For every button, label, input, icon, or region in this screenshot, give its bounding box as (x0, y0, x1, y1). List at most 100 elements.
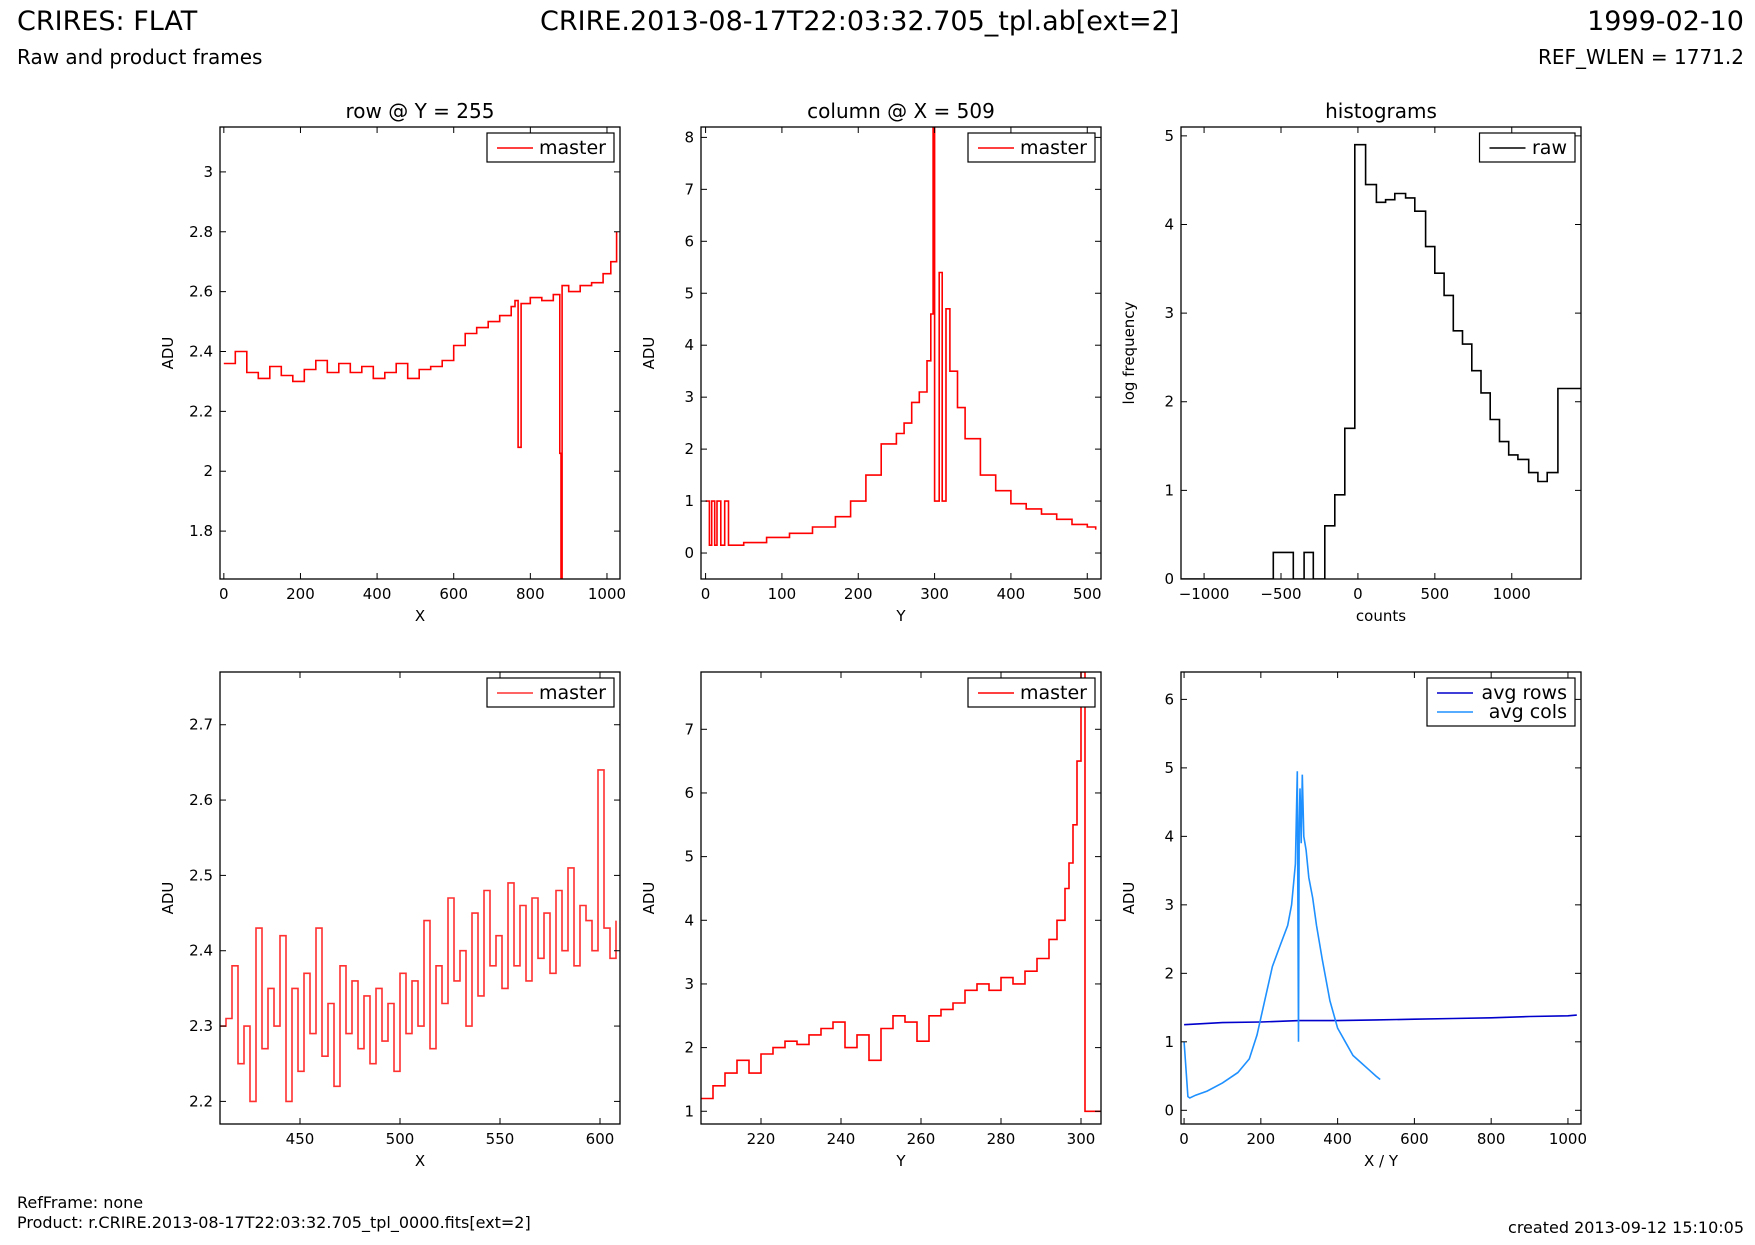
y-tick-label: 4 (684, 336, 694, 354)
y-tick-label: 7 (684, 720, 694, 738)
y-tick-label: 2 (684, 440, 694, 458)
y-tick-label: 5 (684, 848, 694, 866)
y-tick-label: 7 (684, 180, 694, 198)
series-line-master (223, 231, 618, 579)
report-title: CRIRES: FLAT (17, 6, 198, 37)
y-tick-label: 2 (684, 1039, 694, 1057)
x-tick-label: 1000 (588, 585, 626, 603)
x-tick-label: −1000 (1179, 585, 1230, 603)
legend: master (486, 677, 615, 708)
y-tick-label: 5 (1164, 127, 1174, 145)
x-tick-label: 200 (844, 585, 873, 603)
chart-panel-6: 0 200 400 600 800 1000 0 1 2 3 4 5 6 X / Y ADU avg rows… (1120, 671, 1587, 1170)
y-tick-label: 2.3 (189, 1017, 213, 1035)
y-axis-label: ADU (159, 337, 177, 370)
plot-frame (219, 126, 621, 580)
y-tick-label: 2.2 (189, 1092, 213, 1110)
x-tick-label: 500 (1421, 585, 1450, 603)
y-axis-label: ADU (1120, 882, 1138, 915)
y-tick-label: 4 (1164, 215, 1174, 233)
x-axis-label: counts (1356, 607, 1406, 625)
series-line-avg-rows (1184, 1014, 1577, 1026)
plot-frame (219, 671, 621, 1125)
x-tick-label: 450 (286, 1130, 315, 1148)
legend: master (967, 132, 1096, 163)
series-line-master (701, 672, 1101, 1113)
plot-frame (700, 671, 1102, 1125)
y-tick-label: 4 (684, 911, 694, 929)
x-tick-label: 0 (1179, 1130, 1189, 1148)
y-tick-label: 6 (1164, 690, 1174, 708)
series-line-master (220, 769, 617, 1103)
series-line-raw (1181, 143, 1581, 579)
ref-wlen: REF_WLEN = 1771.2 (1537, 45, 1744, 69)
plot-frame (700, 126, 1102, 580)
x-axis-label: X (415, 607, 425, 625)
x-axis-label: Y (895, 607, 906, 625)
y-tick-label: 2.6 (189, 791, 213, 809)
y-tick-label: 1 (1164, 481, 1174, 499)
x-tick-label: 800 (1477, 1130, 1506, 1148)
y-axis-label: ADU (159, 882, 177, 915)
x-tick-label: 600 (1400, 1130, 1429, 1148)
y-tick-label: 4 (1164, 827, 1174, 845)
y-tick-label: 1 (684, 492, 694, 510)
plot-frame (1180, 671, 1582, 1125)
y-axis-label: log frequency (1120, 301, 1138, 404)
chart-panel-5: 220 240 260 280 300 1 2 3 4 5 6 7 Y ADU master (640, 671, 1102, 1170)
chart-title: histograms (1325, 99, 1437, 123)
chart-panel-2: 0 100 200 300 400 500 0 1 2 3 4 5 6 7 8 column @ X = 50… (640, 99, 1102, 625)
y-tick-label: 3 (1164, 304, 1174, 322)
chart-panel-1: 0 200 400 600 800 1000 1.8 2 2.2 2.4 2.6 2.8 3 row @ … (159, 99, 626, 625)
y-tick-label: 2 (1164, 964, 1174, 982)
refframe-label: RefFrame: none (17, 1193, 144, 1212)
x-tick-label: 550 (486, 1130, 515, 1148)
legend-entry: master (1020, 682, 1087, 704)
y-tick-label: 3 (684, 388, 694, 406)
y-tick-label: 0 (684, 544, 694, 562)
y-axis-label: ADU (640, 882, 658, 915)
y-tick-label: 0 (1164, 570, 1174, 588)
legend-entry: raw (1532, 137, 1567, 159)
x-tick-label: 1000 (1493, 585, 1531, 603)
y-tick-label: 2.2 (189, 402, 213, 420)
y-tick-label: 2.8 (189, 223, 213, 241)
created-label: created 2013-09-12 15:10:05 (1508, 1218, 1744, 1237)
y-tick-label: 2.7 (189, 716, 213, 734)
y-tick-label: 5 (684, 284, 694, 302)
x-tick-label: 220 (747, 1130, 776, 1148)
y-tick-label: 2.4 (189, 343, 213, 361)
x-axis-label: X / Y (1364, 1152, 1399, 1170)
x-tick-label: 0 (701, 585, 711, 603)
y-tick-label: 2.6 (189, 283, 213, 301)
x-tick-label: 280 (987, 1130, 1016, 1148)
y-axis-label: ADU (640, 337, 658, 370)
y-tick-label: 6 (684, 232, 694, 250)
plot-frame (1180, 126, 1582, 580)
x-tick-label: 260 (907, 1130, 936, 1148)
x-tick-label: 240 (827, 1130, 856, 1148)
y-tick-label: 6 (684, 784, 694, 802)
x-tick-label: 500 (386, 1130, 415, 1148)
legend-entry: master (1020, 137, 1087, 159)
report-subtitle: Raw and product frames (17, 45, 263, 69)
x-tick-label: 300 (1067, 1130, 1096, 1148)
x-tick-label: 1000 (1549, 1130, 1587, 1148)
x-tick-label: 800 (516, 585, 545, 603)
y-tick-label: 8 (684, 128, 694, 146)
y-tick-label: 3 (684, 975, 694, 993)
x-tick-label: 100 (768, 585, 797, 603)
series-line-avg-cols (1183, 771, 1381, 1099)
y-tick-label: 5 (1164, 759, 1174, 777)
y-tick-label: 1 (1164, 1033, 1174, 1051)
x-tick-label: −500 (1260, 585, 1301, 603)
x-tick-label: 400 (997, 585, 1026, 603)
y-tick-label: 2 (203, 462, 213, 480)
legend-entry: avg rows (1482, 682, 1567, 704)
product-label: Product: r.CRIRE.2013-08-17T22:03:32.705… (17, 1213, 531, 1232)
chart-title: row @ Y = 255 (346, 99, 495, 123)
file-name: CRIRE.2013-08-17T22:03:32.705_tpl.ab[ext… (540, 6, 1180, 37)
chart-panel-3: −1000 −500 0 500 1000 0 1 2 3 4 5 histograms counts l… (1120, 99, 1582, 625)
